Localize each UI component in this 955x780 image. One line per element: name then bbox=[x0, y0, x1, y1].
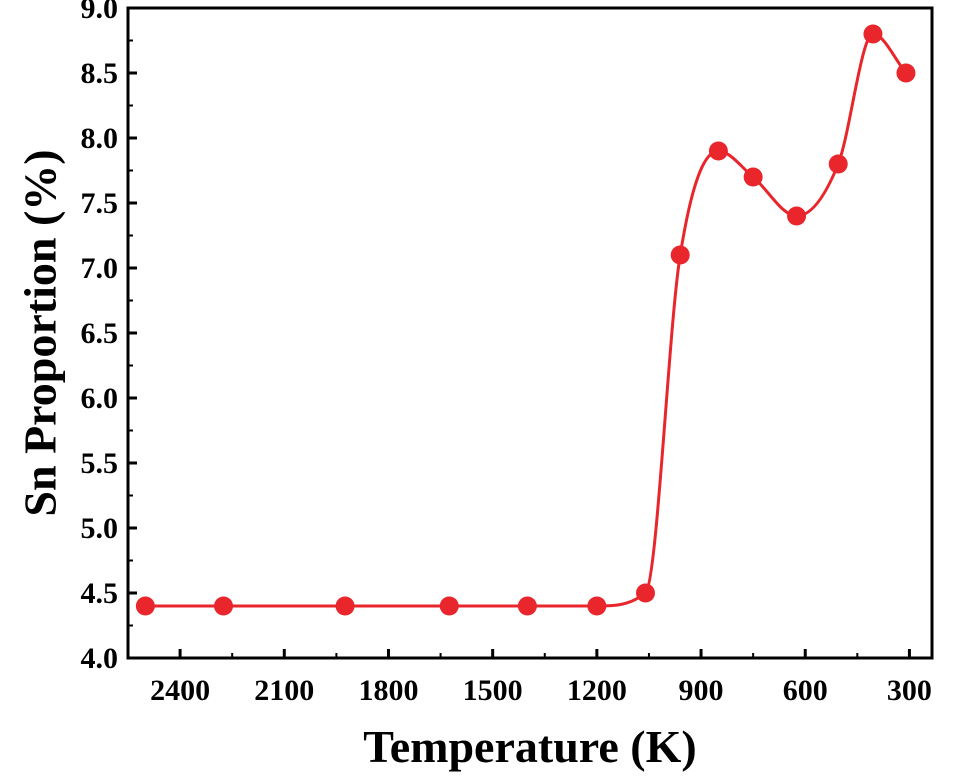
data-point bbox=[214, 596, 234, 616]
x-tick-label: 2400 bbox=[150, 674, 210, 707]
x-tick-label: 300 bbox=[887, 674, 932, 707]
x-tick-label: 1200 bbox=[567, 674, 627, 707]
data-point bbox=[135, 596, 155, 616]
data-point bbox=[896, 63, 916, 83]
y-tick-label: 7.5 bbox=[81, 187, 119, 220]
y-tick-label: 6.5 bbox=[81, 317, 119, 350]
y-tick-label: 6.0 bbox=[81, 382, 119, 415]
y-tick-label: 9.0 bbox=[81, 0, 119, 25]
series-line bbox=[145, 32, 908, 608]
data-point bbox=[670, 245, 690, 265]
x-tick-label: 600 bbox=[783, 674, 828, 707]
y-tick-label: 8.5 bbox=[81, 57, 119, 90]
plot-frame bbox=[126, 6, 934, 660]
data-point bbox=[587, 596, 607, 616]
x-tick-label: 1800 bbox=[358, 674, 418, 707]
data-point bbox=[787, 206, 807, 226]
y-tick-label: 4.5 bbox=[81, 577, 119, 610]
x-axis-ticks: 2400 2100 1800 1500 1200 900 600 300 bbox=[150, 649, 932, 707]
y-tick-label: 4.0 bbox=[81, 642, 119, 675]
data-point bbox=[517, 596, 537, 616]
series-markers bbox=[135, 24, 916, 616]
data-point bbox=[439, 596, 459, 616]
x-tick-label: 900 bbox=[679, 674, 724, 707]
data-point bbox=[708, 141, 728, 161]
y-tick-label: 5.5 bbox=[81, 447, 119, 480]
y-axis-title: Sn Proportion (%) bbox=[15, 149, 66, 516]
data-point bbox=[828, 154, 848, 174]
data-point bbox=[335, 596, 355, 616]
y-tick-label: 8.0 bbox=[81, 122, 119, 155]
x-tick-label: 1500 bbox=[463, 674, 523, 707]
y-tick-label: 5.0 bbox=[81, 512, 119, 545]
x-tick-label: 2100 bbox=[254, 674, 314, 707]
x-axis-title: Temperature (K) bbox=[363, 721, 696, 772]
data-point bbox=[863, 24, 883, 44]
data-point bbox=[743, 167, 763, 187]
y-axis-ticks: 4.0 4.5 5.0 5.5 6.0 6.5 7.0 7.5 8.0 8.5 9.0 bbox=[81, 0, 137, 675]
data-point bbox=[635, 583, 655, 603]
y-tick-label: 7.0 bbox=[81, 252, 119, 285]
